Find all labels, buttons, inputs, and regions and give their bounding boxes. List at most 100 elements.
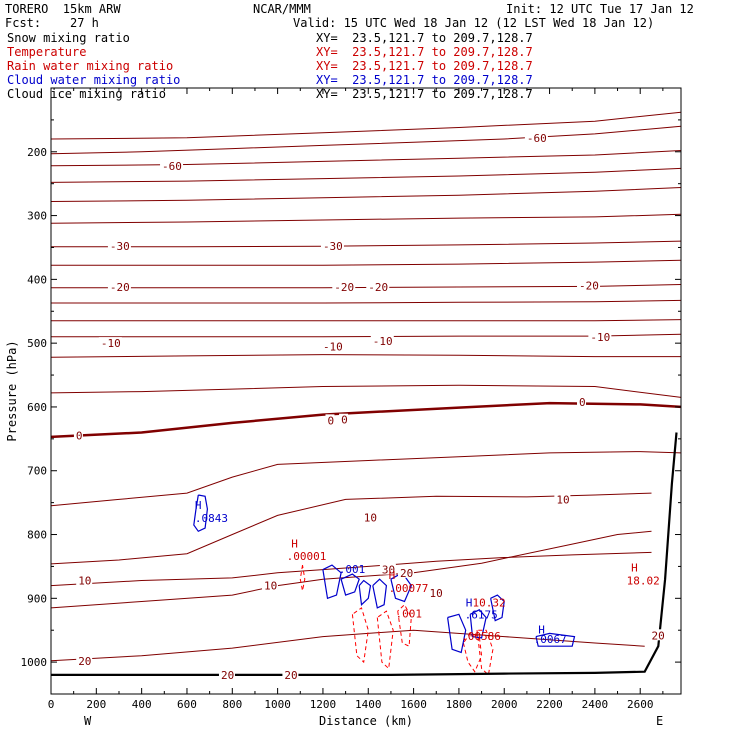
x-tick-label: 200 (86, 698, 106, 711)
y-tick-label: 300 (27, 210, 47, 223)
temperature-contour (50, 530, 652, 609)
legend-cloud-water: Cloud water mixing ratio (7, 73, 181, 87)
contour-label-bg (361, 511, 378, 523)
xy-rain: XY= 23.5,121.7 to 209.7,128.7 (316, 59, 533, 73)
x-tick-label: 400 (132, 698, 152, 711)
contour-label-bg (397, 566, 414, 578)
y-axis-label: Pressure (hPa) (5, 340, 19, 441)
contour-label: 0 (341, 414, 348, 427)
contour-label-bg (76, 574, 93, 586)
temperature-contour (50, 111, 682, 140)
annotation-label: .00586 (461, 630, 501, 643)
temperature-contour (50, 213, 682, 224)
annotation-label: 18.02 (627, 574, 660, 587)
temperature-contour (50, 167, 682, 183)
contour-label-bg (218, 668, 235, 680)
rain-contour (376, 610, 394, 670)
contour-label-bg (282, 668, 299, 680)
forecast-label: Fcst: (5, 16, 42, 30)
plot-frame (50, 87, 682, 695)
forecast-hour: 27 h (70, 16, 99, 30)
contour-label-bg (320, 240, 344, 252)
temperature-contour (51, 259, 682, 266)
contour-label-bg (427, 587, 444, 599)
contour-label-bg (588, 330, 612, 342)
temperature-contour (50, 354, 681, 358)
contour-label-bg (76, 654, 93, 666)
contour-label: 0 (327, 414, 334, 427)
contour-label-bg (320, 340, 344, 352)
y-tick-label: 200 (27, 146, 47, 159)
x-tick-label: 1000 (264, 698, 291, 711)
x-axis-label: Distance (km) (319, 714, 413, 728)
x-tick-label: 1200 (310, 698, 337, 711)
cloud-water-contour (447, 613, 467, 654)
y-tick-label: 400 (27, 273, 47, 286)
contour-label: 20 (78, 655, 91, 668)
contour-label: 0 (76, 430, 83, 443)
x-tick-label: 2000 (491, 698, 518, 711)
x-axis-west-label: W (84, 714, 92, 728)
contour-label-bg (524, 131, 548, 143)
contour-label-bg (379, 563, 396, 575)
valid-time: Valid: 15 UTC Wed 18 Jan 12 (12 LST Wed … (293, 16, 655, 30)
temperature-contour (50, 384, 682, 398)
temperature-contour (50, 401, 682, 439)
x-axis-east-label: E (656, 714, 663, 728)
contour-label: -60 (527, 132, 547, 145)
temperature-contour (50, 551, 652, 587)
y-tick-label: 900 (27, 592, 47, 605)
contour-label-bg (370, 335, 394, 347)
x-tick-label: 2600 (627, 698, 654, 711)
rain-contours (299, 565, 494, 676)
xy-snow: XY= 23.5,121.7 to 209.7,128.7 (316, 31, 533, 45)
cloud-water-contour (469, 609, 487, 639)
contour-label-bg (366, 281, 390, 293)
annotation-label: .001 (395, 607, 422, 620)
contour-label: -20 (368, 281, 388, 294)
axes: 0 200 400 600 800 1000 1200 1400 1600 1800 2000 220… (21, 88, 681, 711)
annotation-label: H (538, 623, 545, 636)
contour-label: 20 (652, 629, 665, 642)
legend-temperature: Temperature (7, 45, 87, 59)
annotation-label: .0067 (534, 633, 567, 646)
annotation-label: .001 (339, 563, 366, 576)
cloud-water-contour (535, 632, 576, 647)
temperature-contour (50, 125, 682, 155)
contour-label-bg (107, 281, 131, 293)
temperature-contour (51, 299, 682, 304)
y-tick-label: 800 (27, 529, 47, 542)
contour-label: 0 (579, 396, 586, 409)
annotation-label: H (291, 537, 298, 550)
contour-label: -20 (110, 281, 130, 294)
temperature-contour (51, 319, 682, 322)
contour-label-bg (73, 429, 83, 441)
annotation-label: .6175 (465, 609, 498, 622)
x-tick-label: 1400 (355, 698, 382, 711)
contour-labels: -60-60-30 -30-20 -20 -20 -20-10 -10 -10 -1000 00… (73, 131, 666, 682)
org-label: NCAR/MMM (253, 2, 311, 16)
contour-label: 20 (400, 567, 413, 580)
legend-cloud-ice: Cloud ice mixing ratio (7, 87, 166, 101)
y-tick-label: 700 (27, 465, 47, 478)
rain-contour (397, 603, 412, 647)
x-tick-label: 1800 (446, 698, 473, 711)
contour-label: 10 (78, 574, 91, 587)
contour-label: -10 (323, 340, 343, 353)
rain-contour (351, 607, 369, 664)
temperature-contour (50, 187, 682, 202)
contour-label-bg (577, 395, 587, 407)
xy-temperature: XY= 23.5,121.7 to 209.7,128.7 (316, 45, 533, 59)
annotation-label: .00077 (389, 582, 429, 595)
contour-label-bg (262, 579, 279, 591)
contour-label: 10 (556, 493, 569, 506)
rain-contour (299, 565, 306, 591)
legend-rain: Rain water mixing ratio (7, 59, 174, 73)
contour-label-bg (160, 159, 184, 171)
temperature-contour (51, 333, 682, 338)
contour-label: 10 (429, 587, 442, 600)
x-tick-label: 800 (222, 698, 242, 711)
init-time: Init: 12 UTC Tue 17 Jan 12 (506, 2, 694, 16)
